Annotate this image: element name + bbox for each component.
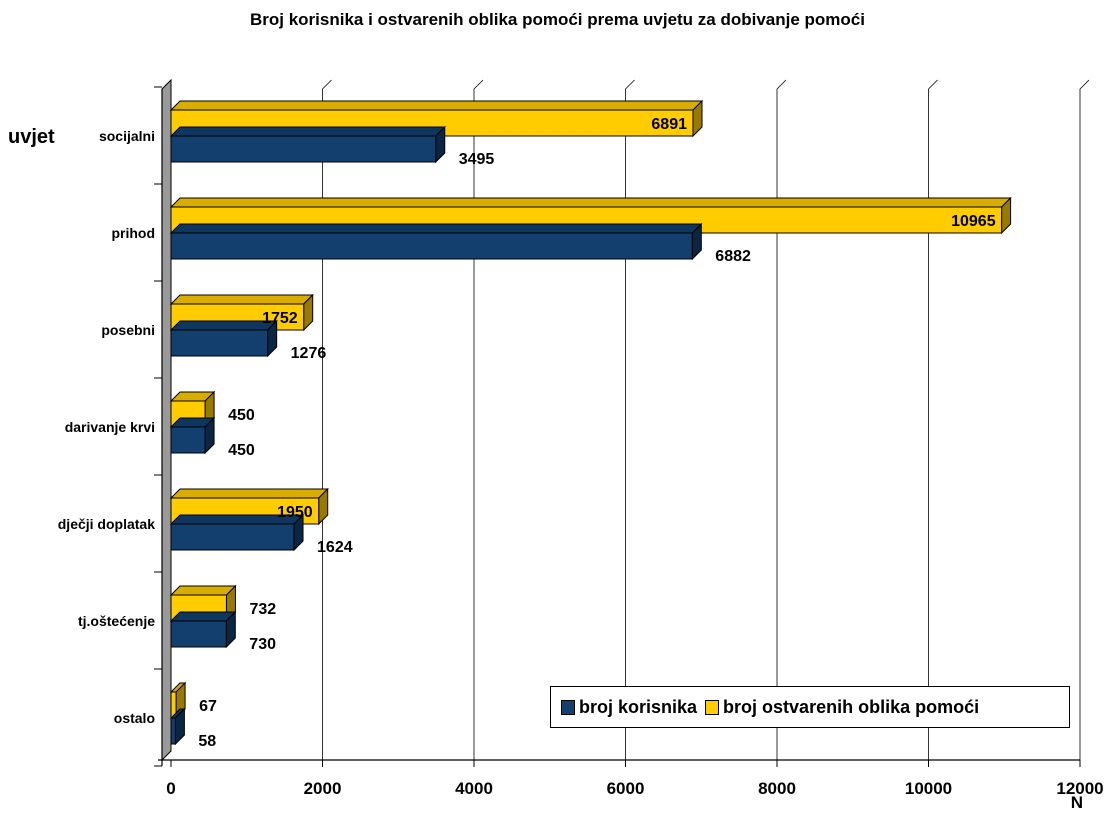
bar-broj-korisnika-top [169, 126, 446, 137]
x-tick-label: 4000 [455, 779, 493, 798]
legend-label: broj korisnika [579, 696, 698, 717]
axis-wall [161, 78, 172, 762]
bar-broj-korisnika-front [170, 717, 176, 745]
bar-broj-korisnika [169, 513, 305, 552]
category-label: dječji doplatak [58, 516, 155, 532]
bar-broj-korisnika-top [169, 223, 703, 234]
bar-broj-korisnika-front [170, 523, 295, 551]
bar-broj-korisnika [169, 610, 237, 649]
legend-swatch [705, 699, 720, 715]
legend-label: broj ostvarenih oblika pomoći [723, 696, 980, 717]
gridline [473, 79, 484, 90]
data-label: 1276 [291, 345, 327, 362]
bar-broj-korisnika [169, 416, 216, 455]
data-label: 58 [198, 733, 216, 750]
gridline [928, 79, 938, 90]
y-axis-title: uvjet [8, 126, 55, 148]
gridline [625, 79, 635, 90]
legend-swatch [561, 699, 575, 715]
x-tick-label: 6000 [607, 779, 645, 798]
data-label: 67 [199, 698, 217, 715]
category-label: darivanje krvi [65, 419, 155, 435]
bar-broj-korisnika-front [170, 232, 693, 260]
data-label: 10965 [951, 213, 996, 230]
axes [154, 78, 1081, 767]
data-label: 450 [228, 442, 255, 459]
bar-broj-korisnika-front [170, 329, 269, 357]
data-label: 732 [249, 601, 276, 618]
gridline [322, 79, 332, 90]
data-label: 450 [228, 407, 255, 424]
bar-broj-korisnika-top [169, 320, 278, 331]
x-axis-title: N [1071, 793, 1083, 812]
category-label: prihod [111, 225, 155, 241]
bar-broj-korisnika-front [170, 135, 437, 163]
bar-broj-ostvarenih-oblika-pomoći-top [169, 197, 1012, 208]
bar-broj-ostvarenih-oblika-pomoći-top [169, 294, 314, 305]
data-label: 1752 [262, 310, 298, 327]
bar-broj-korisnika-front [170, 620, 227, 648]
bar-broj-korisnika [169, 222, 703, 261]
category-label: posebni [101, 322, 155, 338]
data-label: 3495 [459, 151, 495, 168]
data-label: 1950 [277, 504, 313, 521]
data-label: 6891 [651, 116, 687, 133]
legend-item-series-0: broj korisnika [561, 697, 697, 718]
category-label: ostalo [114, 710, 155, 726]
data-label: 6882 [715, 248, 751, 265]
gridline [776, 79, 787, 90]
bar-broj-ostvarenih-oblika-pomoći-top [169, 100, 704, 111]
legend: broj korisnika broj ostvarenih oblika po… [550, 686, 1070, 728]
gridline [1079, 79, 1090, 90]
bar-broj-korisnika [169, 707, 186, 746]
x-tick-label: 12000 [1056, 779, 1103, 798]
x-tick-label: 10000 [905, 779, 952, 798]
x-tick-label: 2000 [304, 779, 342, 798]
bar-broj-korisnika [169, 319, 278, 358]
bar-broj-korisnika [169, 125, 446, 164]
x-tick-label: 8000 [758, 779, 796, 798]
gridlines [322, 79, 1090, 760]
chart-title: Broj korisnika i ostvarenih oblika pomoć… [250, 10, 865, 29]
category-label: socijalni [99, 128, 155, 144]
labels: 0 2000 4000 6000 8000 10000 12000 uvjet Nsocijal… [8, 116, 1104, 812]
x-tick-label: 0 [166, 779, 175, 798]
data-label: 1624 [317, 539, 353, 556]
category-label: tj.oštećenje [78, 613, 155, 629]
bars [169, 99, 1012, 746]
data-label: 730 [249, 636, 276, 653]
bar-broj-korisnika-front [170, 426, 206, 454]
legend-item-series-1: broj ostvarenih oblika pomoći [705, 697, 979, 718]
bar-broj-korisnika-top [169, 611, 237, 622]
bar-broj-ostvarenih-oblika-pomoći-top [169, 585, 237, 596]
bar-broj-ostvarenih-oblika-pomoći-top [169, 488, 329, 499]
